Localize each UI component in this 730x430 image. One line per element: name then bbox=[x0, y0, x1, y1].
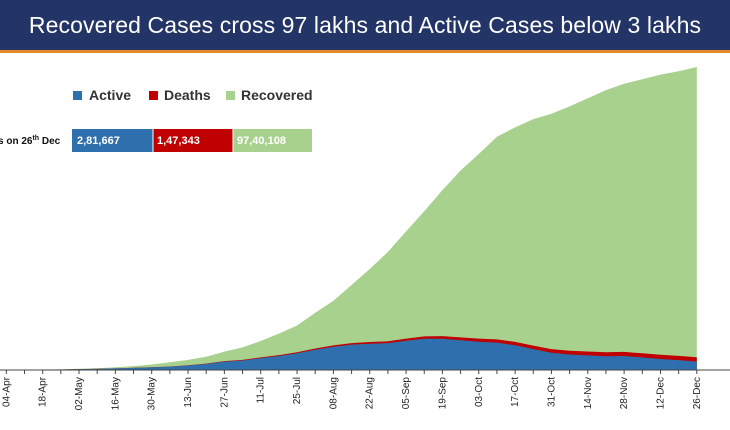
x-tick-label: 17-Oct bbox=[510, 377, 521, 407]
x-tick-label: 27-Jun bbox=[219, 377, 230, 408]
x-tick-label: 19-Sep bbox=[437, 377, 448, 410]
x-tick-label: 14-Nov bbox=[583, 377, 594, 409]
x-tick-label: 12-Dec bbox=[655, 377, 666, 409]
x-tick-label: 08-Aug bbox=[328, 377, 339, 409]
summary-cell-recovered bbox=[233, 129, 312, 152]
summary-table-label: s on 26th Dec bbox=[0, 135, 61, 147]
summary-cell-active bbox=[72, 129, 153, 152]
legend-swatch-deaths bbox=[149, 91, 158, 100]
legend: Active Deaths Recovered bbox=[73, 87, 313, 103]
summary-table: s on 26th Dec 2,81,667 1,47,343 97,40,10… bbox=[0, 129, 312, 152]
legend-label-deaths: Deaths bbox=[164, 87, 211, 103]
summary-label-superscript: th bbox=[32, 135, 39, 142]
page-title: Recovered Cases cross 97 lakhs and Activ… bbox=[28, 11, 702, 38]
x-tick-label: 26-Dec bbox=[692, 377, 703, 409]
x-tick-label: 16-May bbox=[110, 377, 121, 410]
header-accent-line bbox=[0, 50, 730, 53]
area-series-recovered bbox=[0, 67, 697, 370]
legend-item-active: Active bbox=[73, 87, 131, 103]
legend-item-deaths: Deaths bbox=[149, 87, 211, 103]
x-tick-label: 31-Oct bbox=[546, 377, 557, 407]
x-tick-label: 25-Jul bbox=[292, 377, 303, 404]
x-tick-label: 02-May bbox=[74, 377, 85, 410]
legend-item-recovered: Recovered bbox=[226, 87, 313, 103]
summary-value-recovered: 97,40,108 bbox=[237, 135, 286, 147]
legend-swatch-active bbox=[73, 91, 82, 100]
x-tick-label: 04-Apr bbox=[1, 376, 12, 407]
x-tick-label: 11-Jul bbox=[256, 377, 267, 404]
x-tick-label: 13-Jun bbox=[183, 377, 194, 408]
summary-value-active: 2,81,667 bbox=[77, 135, 120, 147]
area-series-active bbox=[0, 338, 697, 370]
x-tick-label: 22-Aug bbox=[365, 377, 376, 409]
legend-label-active: Active bbox=[89, 87, 131, 103]
legend-label-recovered: Recovered bbox=[241, 87, 313, 103]
summary-value-deaths: 1,47,343 bbox=[157, 135, 200, 147]
summary-label-tail: Dec bbox=[39, 136, 61, 147]
x-tick-label: 28-Nov bbox=[619, 377, 630, 409]
legend-swatch-recovered bbox=[226, 91, 235, 100]
x-tick-label: 03-Oct bbox=[474, 377, 485, 407]
chart-areas bbox=[0, 67, 697, 370]
x-tick-label: 18-Apr bbox=[38, 376, 49, 407]
x-tick-label: 05-Sep bbox=[401, 377, 412, 410]
header-banner: Recovered Cases cross 97 lakhs and Activ… bbox=[0, 0, 730, 50]
summary-label-text: s on 26 bbox=[0, 136, 33, 147]
x-axis-ticks: 04-Apr 18-Apr 02-May 16-May 30-May 13-Jun 27-J… bbox=[1, 370, 703, 410]
summary-cell-deaths bbox=[153, 129, 233, 152]
x-tick-label: 30-May bbox=[147, 377, 158, 410]
